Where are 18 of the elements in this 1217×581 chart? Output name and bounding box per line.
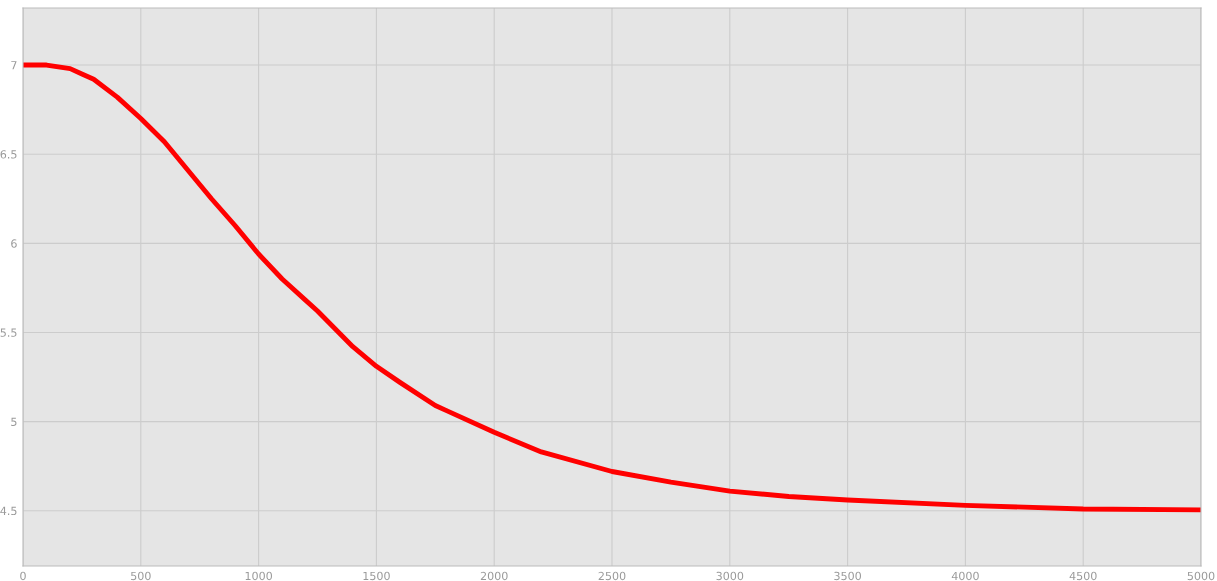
y-tick-label: 7 bbox=[11, 61, 17, 70]
x-tick-label: 0 bbox=[20, 571, 26, 581]
y-tick-label: 5 bbox=[11, 417, 17, 426]
x-tick-label: 3500 bbox=[834, 571, 861, 581]
x-tick-label: 4000 bbox=[951, 571, 979, 581]
y-tick-label: 6.5 bbox=[0, 150, 17, 159]
x-tick-label: 2500 bbox=[598, 571, 626, 581]
x-tick-label: 500 bbox=[131, 571, 151, 581]
x-tick-label: 3000 bbox=[716, 571, 744, 581]
x-tick-label: 5000 bbox=[1187, 571, 1215, 581]
x-tick-label: 1000 bbox=[245, 571, 272, 581]
y-tick-label: 4.5 bbox=[0, 506, 17, 516]
line-series bbox=[23, 62, 1201, 513]
x-tick-label: 1500 bbox=[363, 571, 390, 581]
y-tick-label: 5.5 bbox=[0, 328, 17, 337]
x-tick-label: 2000 bbox=[480, 571, 508, 581]
y-tick-label: 6 bbox=[11, 239, 17, 248]
x-tick-label: 4500 bbox=[1069, 571, 1097, 581]
